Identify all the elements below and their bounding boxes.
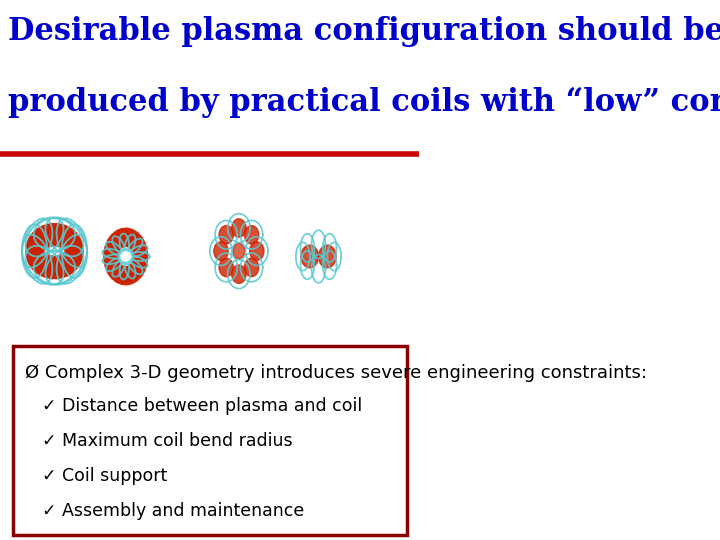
Circle shape <box>104 254 119 273</box>
Circle shape <box>55 226 73 248</box>
Circle shape <box>59 228 76 250</box>
Text: ✓ Distance between plasma and coil: ✓ Distance between plasma and coil <box>42 397 362 415</box>
Circle shape <box>64 233 81 256</box>
Circle shape <box>26 237 44 259</box>
Circle shape <box>112 230 127 248</box>
Circle shape <box>123 266 138 284</box>
Circle shape <box>133 242 148 261</box>
Circle shape <box>219 258 233 276</box>
Circle shape <box>66 243 83 266</box>
Circle shape <box>133 252 148 271</box>
Circle shape <box>64 246 81 269</box>
Text: Desirable plasma configuration should be: Desirable plasma configuration should be <box>9 16 720 47</box>
Circle shape <box>40 224 57 247</box>
Circle shape <box>120 267 134 285</box>
Circle shape <box>214 242 228 260</box>
Circle shape <box>123 229 138 247</box>
Circle shape <box>66 240 83 262</box>
Circle shape <box>27 246 45 269</box>
Circle shape <box>127 231 141 249</box>
Circle shape <box>250 242 264 260</box>
Circle shape <box>48 256 66 279</box>
Circle shape <box>27 233 45 256</box>
Circle shape <box>104 245 118 264</box>
Circle shape <box>132 256 146 275</box>
Circle shape <box>301 245 318 268</box>
Circle shape <box>127 264 141 282</box>
Circle shape <box>112 265 127 283</box>
Circle shape <box>232 265 246 284</box>
Circle shape <box>26 240 43 262</box>
Circle shape <box>104 240 119 259</box>
Circle shape <box>55 254 73 276</box>
Circle shape <box>52 224 69 247</box>
Circle shape <box>130 260 144 279</box>
Circle shape <box>62 230 79 253</box>
Circle shape <box>107 259 121 277</box>
Circle shape <box>36 254 53 276</box>
Text: ✓ Maximum coil bend radius: ✓ Maximum coil bend radius <box>42 432 292 450</box>
Circle shape <box>36 226 53 248</box>
Circle shape <box>244 226 258 244</box>
Circle shape <box>109 262 123 281</box>
Circle shape <box>30 230 47 253</box>
Circle shape <box>318 245 336 268</box>
Text: ✓ Assembly and maintenance: ✓ Assembly and maintenance <box>42 502 304 520</box>
Circle shape <box>48 224 66 246</box>
Circle shape <box>44 224 61 246</box>
Circle shape <box>32 228 50 250</box>
Circle shape <box>116 228 130 247</box>
Circle shape <box>62 249 79 272</box>
Text: Ø Complex 3-D geometry introduces severe engineering constraints:: Ø Complex 3-D geometry introduces severe… <box>25 364 647 382</box>
Circle shape <box>233 244 245 259</box>
Circle shape <box>132 238 146 256</box>
Circle shape <box>26 243 44 266</box>
Circle shape <box>134 247 148 266</box>
Circle shape <box>130 234 144 253</box>
Circle shape <box>116 266 130 285</box>
Circle shape <box>107 236 121 254</box>
Circle shape <box>66 237 83 259</box>
Circle shape <box>109 232 123 251</box>
Text: produced by practical coils with “low” complexity: produced by practical coils with “low” c… <box>9 86 720 118</box>
FancyBboxPatch shape <box>12 346 407 535</box>
Circle shape <box>219 226 233 244</box>
Circle shape <box>244 258 258 276</box>
Circle shape <box>232 219 246 237</box>
Circle shape <box>32 252 50 274</box>
Text: ✓ Coil support: ✓ Coil support <box>42 467 167 485</box>
Circle shape <box>52 255 69 278</box>
Circle shape <box>44 256 61 279</box>
Circle shape <box>104 249 118 268</box>
Circle shape <box>30 249 47 272</box>
Circle shape <box>40 255 57 278</box>
Circle shape <box>59 252 76 274</box>
Circle shape <box>120 228 134 246</box>
